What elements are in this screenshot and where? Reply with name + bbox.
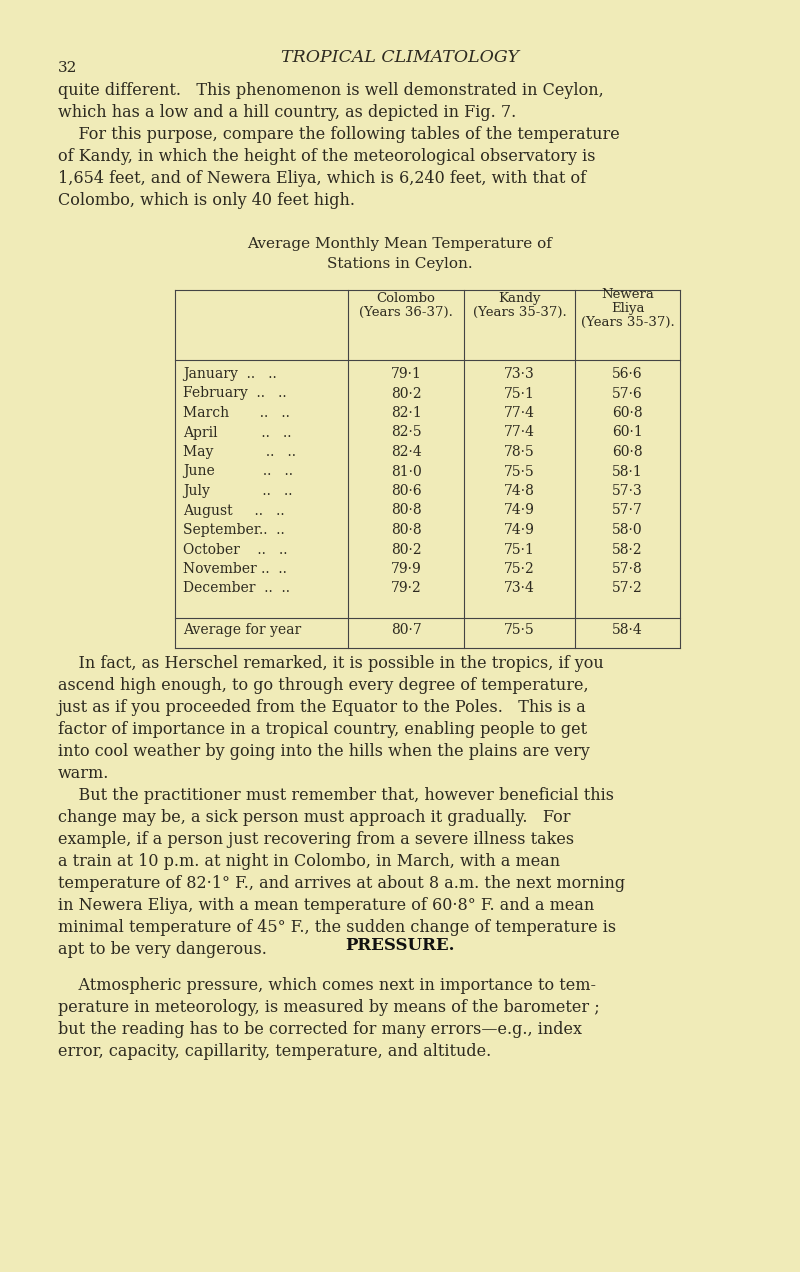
- Text: 80·6: 80·6: [390, 485, 422, 499]
- Text: 77·4: 77·4: [504, 406, 535, 420]
- Text: 73·3: 73·3: [504, 368, 535, 382]
- Text: a train at 10 p.m. at night in Colombo, in March, with a mean: a train at 10 p.m. at night in Colombo, …: [58, 854, 560, 870]
- Text: 57·3: 57·3: [612, 485, 643, 499]
- Text: Average Monthly Mean Temperature of: Average Monthly Mean Temperature of: [247, 237, 553, 251]
- Text: 1,654 feet, and of Newera Eliya, which is 6,240 feet, with that of: 1,654 feet, and of Newera Eliya, which i…: [58, 170, 586, 187]
- Text: (Years 35-37).: (Years 35-37).: [581, 315, 674, 329]
- Text: 82·5: 82·5: [390, 426, 422, 440]
- Text: November ..  ..: November .. ..: [183, 562, 287, 576]
- Text: May            ..   ..: May .. ..: [183, 445, 296, 459]
- Text: minimal temperature of 45° F., the sudden change of temperature is: minimal temperature of 45° F., the sudde…: [58, 918, 616, 936]
- Text: warm.: warm.: [58, 764, 110, 782]
- Text: (Years 35-37).: (Years 35-37).: [473, 307, 566, 319]
- Text: 80·7: 80·7: [390, 623, 422, 637]
- Text: 75·1: 75·1: [504, 387, 535, 401]
- Text: but the reading has to be corrected for many errors—e.g., index: but the reading has to be corrected for …: [58, 1021, 582, 1038]
- Text: apt to be very dangerous.: apt to be very dangerous.: [58, 941, 267, 958]
- Text: In fact, as Herschel remarked, it is possible in the tropics, if you: In fact, as Herschel remarked, it is pos…: [58, 655, 604, 672]
- Text: July            ..   ..: July .. ..: [183, 485, 293, 499]
- Text: August     ..   ..: August .. ..: [183, 504, 285, 518]
- Text: 32: 32: [58, 61, 78, 75]
- Text: 80·2: 80·2: [390, 542, 422, 557]
- Text: Eliya: Eliya: [610, 301, 644, 315]
- Text: 75·5: 75·5: [504, 623, 535, 637]
- Text: perature in meteorology, is measured by means of the barometer ;: perature in meteorology, is measured by …: [58, 999, 600, 1016]
- Text: 79·2: 79·2: [390, 581, 422, 595]
- Text: 75·1: 75·1: [504, 542, 535, 557]
- Text: 75·2: 75·2: [504, 562, 535, 576]
- Text: 57·8: 57·8: [612, 562, 643, 576]
- Text: 80·8: 80·8: [390, 523, 422, 537]
- Text: (Years 36-37).: (Years 36-37).: [359, 307, 453, 319]
- Text: 73·4: 73·4: [504, 581, 535, 595]
- Text: PRESSURE.: PRESSURE.: [346, 937, 454, 954]
- Text: 74·9: 74·9: [504, 504, 535, 518]
- Text: example, if a person just recovering from a severe illness takes: example, if a person just recovering fro…: [58, 831, 574, 848]
- Text: Newera: Newera: [601, 287, 654, 301]
- Text: just as if you proceeded from the Equator to the Poles.   This is a: just as if you proceeded from the Equato…: [58, 700, 586, 716]
- Text: 79·9: 79·9: [390, 562, 422, 576]
- Text: 82·4: 82·4: [390, 445, 422, 459]
- Text: 57·2: 57·2: [612, 581, 643, 595]
- Text: February  ..   ..: February .. ..: [183, 387, 286, 401]
- Text: October    ..   ..: October .. ..: [183, 542, 287, 557]
- Text: into cool weather by going into the hills when the plains are very: into cool weather by going into the hill…: [58, 743, 590, 759]
- Text: January  ..   ..: January .. ..: [183, 368, 277, 382]
- Text: error, capacity, capillarity, temperature, and altitude.: error, capacity, capillarity, temperatur…: [58, 1043, 491, 1060]
- Text: Average for year: Average for year: [183, 623, 302, 637]
- Text: Kandy: Kandy: [498, 293, 541, 305]
- Text: TROPICAL CLIMATOLOGY: TROPICAL CLIMATOLOGY: [281, 50, 519, 66]
- Text: But the practitioner must remember that, however beneficial this: But the practitioner must remember that,…: [58, 787, 614, 804]
- Text: 58·1: 58·1: [612, 464, 643, 478]
- Text: 57·7: 57·7: [612, 504, 643, 518]
- Text: 80·2: 80·2: [390, 387, 422, 401]
- Text: March       ..   ..: March .. ..: [183, 406, 290, 420]
- Text: quite different.   This phenomenon is well demonstrated in Ceylon,: quite different. This phenomenon is well…: [58, 81, 604, 99]
- Text: 58·0: 58·0: [612, 523, 643, 537]
- Text: 77·4: 77·4: [504, 426, 535, 440]
- Text: 80·8: 80·8: [390, 504, 422, 518]
- Text: June           ..   ..: June .. ..: [183, 464, 293, 478]
- Text: 79·1: 79·1: [390, 368, 422, 382]
- Text: 57·6: 57·6: [612, 387, 643, 401]
- Text: factor of importance in a tropical country, enabling people to get: factor of importance in a tropical count…: [58, 721, 587, 738]
- Text: change may be, a sick person must approach it gradually.   For: change may be, a sick person must approa…: [58, 809, 570, 826]
- Text: 56·6: 56·6: [612, 368, 643, 382]
- Text: Colombo, which is only 40 feet high.: Colombo, which is only 40 feet high.: [58, 192, 355, 209]
- Text: Stations in Ceylon.: Stations in Ceylon.: [327, 257, 473, 271]
- Text: which has a low and a hill country, as depicted in Fig. 7.: which has a low and a hill country, as d…: [58, 104, 516, 121]
- Text: of Kandy, in which the height of the meteorological observatory is: of Kandy, in which the height of the met…: [58, 148, 595, 165]
- Text: 81·0: 81·0: [390, 464, 422, 478]
- Text: 75·5: 75·5: [504, 464, 535, 478]
- Text: temperature of 82·1° F., and arrives at about 8 a.m. the next morning: temperature of 82·1° F., and arrives at …: [58, 875, 625, 892]
- Text: 74·9: 74·9: [504, 523, 535, 537]
- Text: 78·5: 78·5: [504, 445, 535, 459]
- Text: in Newera Eliya, with a mean temperature of 60·8° F. and a mean: in Newera Eliya, with a mean temperature…: [58, 897, 594, 915]
- Text: 60·8: 60·8: [612, 445, 643, 459]
- Text: ascend high enough, to go through every degree of temperature,: ascend high enough, to go through every …: [58, 677, 589, 695]
- Text: Colombo: Colombo: [377, 293, 435, 305]
- Text: Atmospheric pressure, which comes next in importance to tem-: Atmospheric pressure, which comes next i…: [58, 977, 596, 993]
- Text: December  ..  ..: December .. ..: [183, 581, 290, 595]
- Text: 82·1: 82·1: [390, 406, 422, 420]
- Text: September..  ..: September.. ..: [183, 523, 285, 537]
- Text: 60·1: 60·1: [612, 426, 643, 440]
- Text: 74·8: 74·8: [504, 485, 535, 499]
- Text: 58·4: 58·4: [612, 623, 643, 637]
- Text: 58·2: 58·2: [612, 542, 643, 557]
- Text: 60·8: 60·8: [612, 406, 643, 420]
- Text: For this purpose, compare the following tables of the temperature: For this purpose, compare the following …: [58, 126, 620, 142]
- Text: April          ..   ..: April .. ..: [183, 426, 291, 440]
